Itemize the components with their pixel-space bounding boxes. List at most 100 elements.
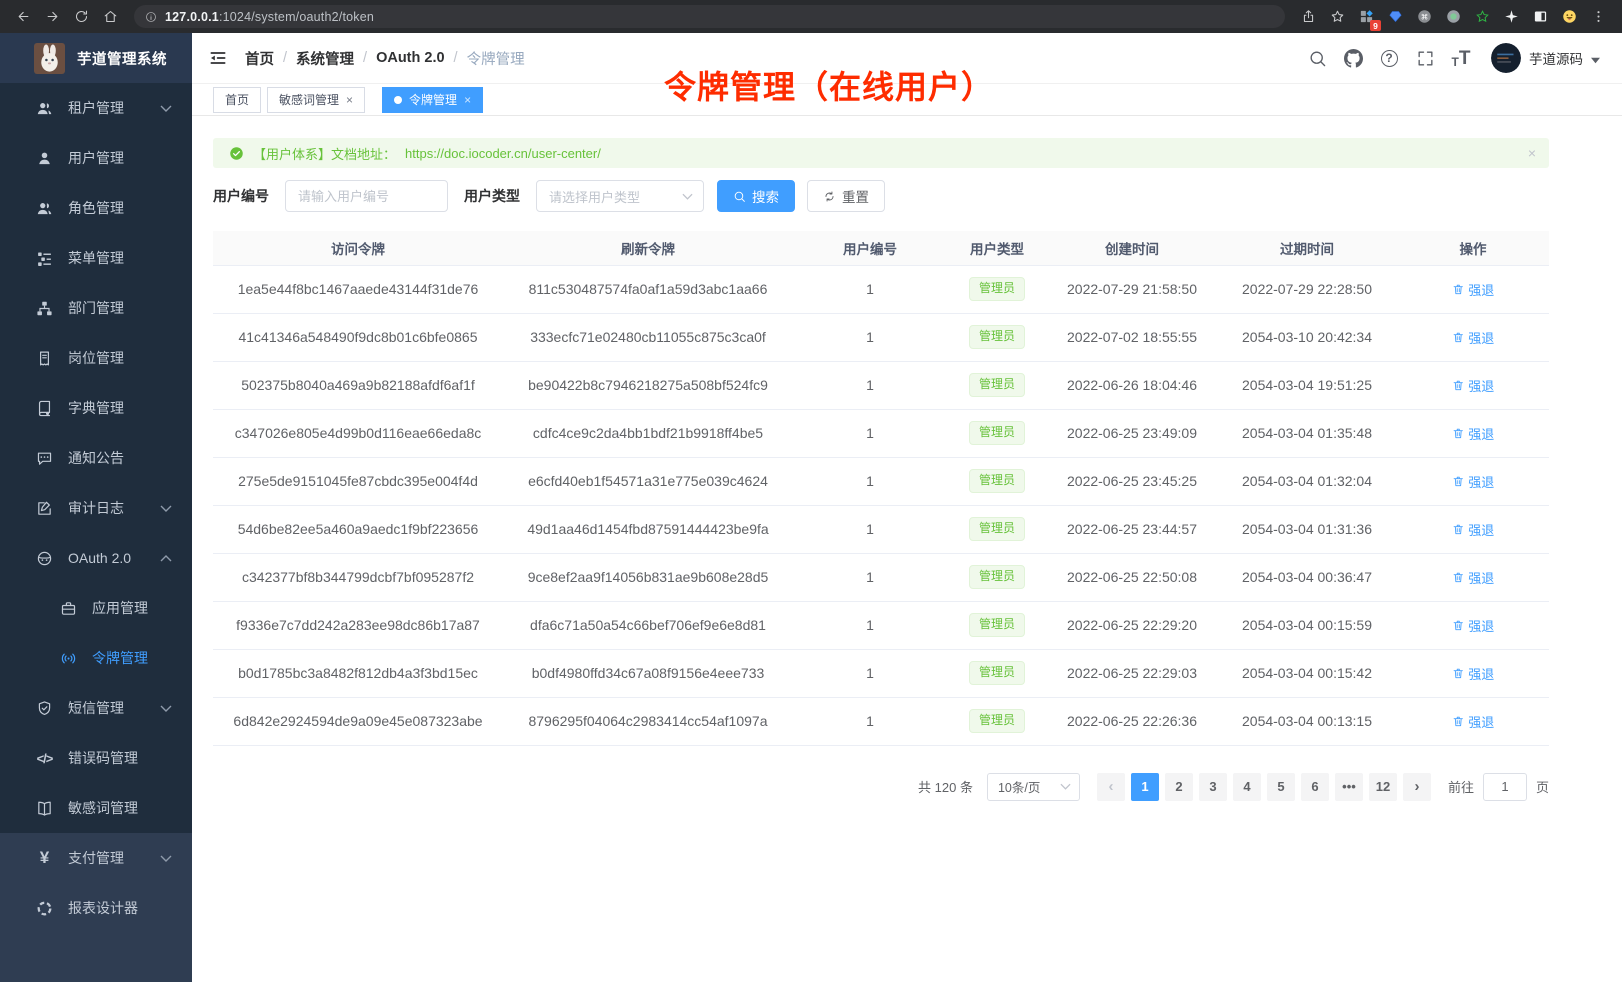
user-type-cell: 管理员 bbox=[947, 697, 1047, 746]
command-extension-button[interactable]: ⌘ bbox=[1411, 3, 1438, 30]
user-type-select[interactable]: 请选择用户类型 bbox=[536, 180, 704, 212]
forward-button[interactable] bbox=[39, 3, 66, 30]
bookmark-star-button[interactable] bbox=[1324, 3, 1351, 30]
home-button[interactable] bbox=[97, 3, 124, 30]
sidebar-item-oauth2[interactable]: OAuth 2.0 bbox=[0, 533, 192, 583]
collapse-sidebar-button[interactable] bbox=[208, 48, 228, 68]
browser-nav-buttons bbox=[10, 3, 124, 30]
record-extension-button[interactable] bbox=[1440, 3, 1467, 30]
address-bar[interactable]: 127.0.0.1:1024/system/oauth2/token bbox=[134, 5, 1285, 28]
force-logout-button[interactable]: 强退 bbox=[1452, 568, 1494, 587]
info-icon[interactable] bbox=[145, 11, 157, 23]
back-button[interactable] bbox=[10, 3, 37, 30]
sidebar-item-menu[interactable]: 菜单管理 bbox=[0, 233, 192, 283]
trash-icon bbox=[1452, 715, 1465, 728]
emoji-profile-button[interactable] bbox=[1556, 3, 1583, 30]
create-time-cell: 2022-06-25 23:45:25 bbox=[1047, 457, 1217, 506]
user-type-badge: 管理员 bbox=[968, 517, 1025, 541]
total-count: 共 120 条 bbox=[918, 780, 973, 795]
prev-page-button[interactable]: ‹ bbox=[1096, 772, 1125, 801]
page-button[interactable]: 5 bbox=[1266, 772, 1295, 801]
breadcrumb-separator: / bbox=[283, 50, 288, 66]
user-type-badge: 管理员 bbox=[968, 565, 1025, 589]
force-logout-button[interactable]: 强退 bbox=[1452, 664, 1494, 683]
sidebar-item-tenant[interactable]: 租户管理 bbox=[0, 83, 192, 133]
fullscreen-button[interactable] bbox=[1415, 48, 1435, 68]
sidebar-item-sms[interactable]: 短信管理 bbox=[0, 683, 192, 733]
sidebar-item-report[interactable]: 报表设计器 bbox=[0, 883, 192, 933]
doc-link[interactable]: https://doc.iocoder.cn/user-center/ bbox=[405, 145, 601, 161]
white-star-extension-button[interactable] bbox=[1498, 3, 1525, 30]
force-logout-button[interactable]: 强退 bbox=[1452, 616, 1494, 635]
tab-active-2[interactable]: 令牌管理 × bbox=[382, 86, 484, 113]
gem-extension-button[interactable] bbox=[1382, 3, 1409, 30]
reload-button[interactable] bbox=[68, 3, 95, 30]
breadcrumb-item[interactable]: OAuth 2.0 bbox=[376, 50, 445, 66]
force-logout-button[interactable]: 强退 bbox=[1452, 328, 1494, 347]
expire-time-cell: 2054-03-04 00:36:47 bbox=[1217, 553, 1397, 602]
help-button[interactable]: ? bbox=[1379, 48, 1399, 68]
tab-0[interactable]: 首页 bbox=[213, 86, 262, 113]
user-id-input[interactable] bbox=[285, 180, 448, 212]
page-button[interactable]: 12 bbox=[1368, 772, 1397, 801]
sidebar-item-dept[interactable]: 部门管理 bbox=[0, 283, 192, 333]
sidebar-item-oauth2-app[interactable]: 应用管理 bbox=[0, 583, 192, 633]
pie-circle-icon bbox=[36, 900, 53, 917]
url-path: :1024/system/oauth2/token bbox=[218, 9, 375, 24]
page-button[interactable]: 1 bbox=[1130, 772, 1159, 801]
breadcrumb-separator: / bbox=[363, 50, 368, 66]
force-logout-button[interactable]: 强退 bbox=[1452, 472, 1494, 491]
page-button[interactable]: 6 bbox=[1300, 772, 1329, 801]
breadcrumb-item[interactable]: 首页 bbox=[245, 51, 274, 68]
share-button[interactable] bbox=[1295, 3, 1322, 30]
force-logout-button[interactable]: 强退 bbox=[1452, 712, 1494, 731]
tab-label: 令牌管理 bbox=[409, 93, 458, 107]
sidebar-item-pay[interactable]: ¥ 支付管理 bbox=[0, 833, 192, 883]
table-row: 41c41346a548490f9dc8b01c6bfe0865 333ecfc7… bbox=[213, 313, 1549, 362]
extensions-grid-button[interactable]: 9 bbox=[1353, 3, 1381, 31]
search-button[interactable] bbox=[1307, 48, 1327, 68]
green-star-extension-button[interactable] bbox=[1469, 3, 1496, 30]
user-id-cell: 1 bbox=[793, 601, 947, 650]
chevron-down-icon bbox=[1060, 781, 1071, 792]
page-unit-label: 页 bbox=[1535, 780, 1549, 795]
tab-close-icon[interactable]: × bbox=[464, 92, 472, 107]
search-button[interactable]: 搜索 bbox=[717, 180, 795, 212]
reset-button[interactable]: 重置 bbox=[807, 180, 885, 212]
refresh-token-cell: 811c530487574fa0af1a59d3abc1aa66 bbox=[503, 265, 793, 314]
page-size-select[interactable]: 10条/页 bbox=[986, 772, 1080, 801]
force-logout-button[interactable]: 强退 bbox=[1452, 376, 1494, 395]
sidebar-item-user[interactable]: 用户管理 bbox=[0, 133, 192, 183]
sidebar-item-label: 角色管理 bbox=[68, 200, 124, 216]
tab-1[interactable]: 敏感词管理 × bbox=[267, 86, 366, 113]
app-logo[interactable]: 芋道管理系统 bbox=[0, 33, 192, 83]
next-page-button[interactable]: › bbox=[1402, 772, 1431, 801]
sidebar-item-notice[interactable]: 通知公告 bbox=[0, 433, 192, 483]
goto-page-input[interactable] bbox=[1482, 772, 1527, 801]
page-button[interactable]: 4 bbox=[1232, 772, 1261, 801]
side-panel-button[interactable] bbox=[1527, 3, 1554, 30]
breadcrumb-item[interactable]: 系统管理 bbox=[296, 51, 355, 68]
refresh-token-cell: cdfc4ce9c2da4bb1bdf21b9918ff4be5 bbox=[503, 409, 793, 458]
page-button[interactable]: 2 bbox=[1164, 772, 1193, 801]
force-logout-button[interactable]: 强退 bbox=[1452, 424, 1494, 443]
page-button[interactable]: 3 bbox=[1198, 772, 1227, 801]
sidebar-item-dict[interactable]: 字典管理 bbox=[0, 383, 192, 433]
user-menu[interactable]: 芋道源码 bbox=[1491, 43, 1600, 73]
sidebar-item-oauth2-token[interactable]: 令牌管理 bbox=[0, 633, 192, 683]
sidebar-item-sensitive[interactable]: 敏感词管理 bbox=[0, 783, 192, 833]
help-icon: ? bbox=[1380, 49, 1399, 68]
github-button[interactable] bbox=[1343, 48, 1363, 68]
tab-close-icon[interactable]: × bbox=[346, 92, 354, 107]
more-pages-button[interactable]: ••• bbox=[1334, 772, 1363, 801]
force-logout-button[interactable]: 强退 bbox=[1452, 280, 1494, 299]
sidebar-item-audit[interactable]: 审计日志 bbox=[0, 483, 192, 533]
alert-close-icon[interactable]: × bbox=[1527, 145, 1536, 161]
sidebar-item-role[interactable]: 角色管理 bbox=[0, 183, 192, 233]
force-logout-button[interactable]: 强退 bbox=[1452, 520, 1494, 539]
sidebar-item-errcode[interactable]: </> 错误码管理 bbox=[0, 733, 192, 783]
sidebar-item-post[interactable]: 岗位管理 bbox=[0, 333, 192, 383]
kebab-menu-button[interactable] bbox=[1585, 3, 1612, 30]
